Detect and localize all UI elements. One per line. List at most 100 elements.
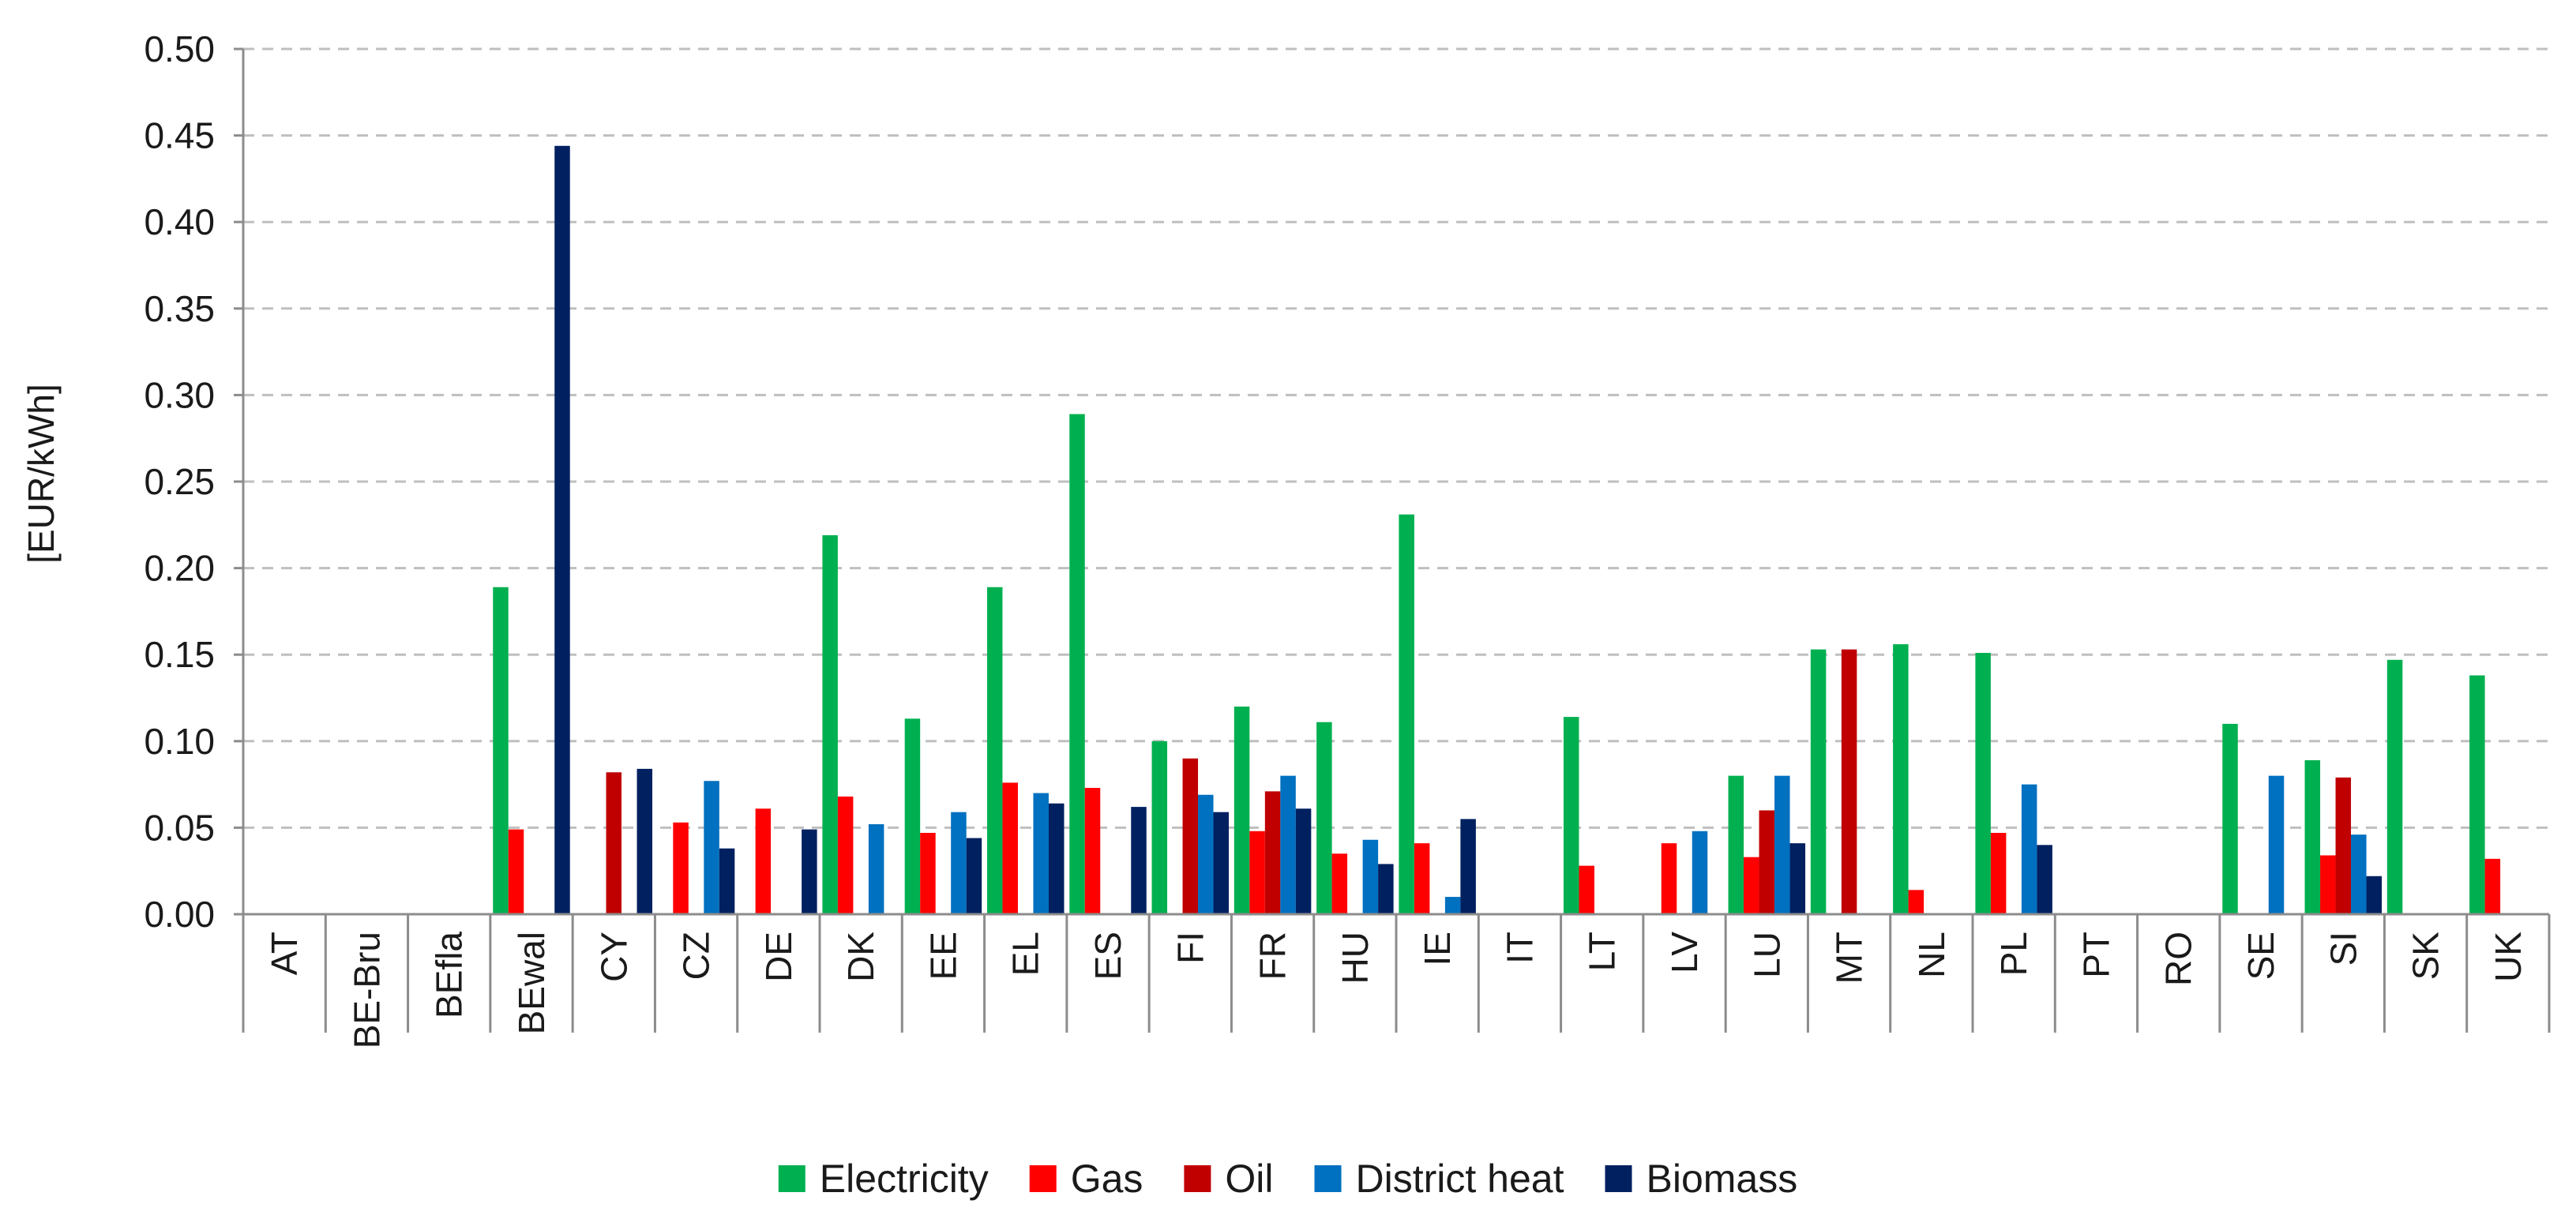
x-tick-label: MT (1829, 932, 1870, 984)
bar-biomass-ie (1460, 819, 1476, 914)
bar-district-heat-se (2268, 775, 2285, 914)
y-tick-label: 0.35 (144, 288, 215, 329)
y-tick-label: 0.05 (144, 807, 215, 848)
bar-oil-si (2335, 777, 2352, 914)
y-tick-label: 0.20 (144, 548, 215, 589)
x-tick-label: CY (593, 932, 634, 982)
bar-gas-hu (1331, 853, 1348, 914)
bar-district-heat-pl (2021, 784, 2037, 914)
bar-district-heat-lu (1774, 775, 1790, 914)
bar-gas-ee (920, 832, 936, 914)
bar-gas-bewal (508, 829, 524, 914)
bar-electricity-si (2304, 759, 2321, 914)
bar-electricity-el (986, 587, 1003, 914)
bar-gas-es (1084, 787, 1101, 914)
bar-oil-fr (1264, 791, 1281, 914)
y-tick-label: 0.25 (144, 461, 215, 502)
bar-biomass-si (2366, 876, 2383, 914)
bar-gas-fr (1249, 831, 1265, 914)
bar-biomass-es (1131, 807, 1147, 914)
x-tick-label: FI (1170, 932, 1211, 964)
bar-district-heat-lv (1692, 831, 1708, 914)
bar-electricity-bewal (493, 587, 509, 914)
x-tick-label: SI (2323, 932, 2364, 966)
bar-district-heat-fr (1280, 775, 1296, 914)
bar-electricity-ie (1399, 514, 1414, 914)
x-tick-label: AT (264, 932, 305, 975)
legend-swatch (1184, 1165, 1211, 1192)
y-tick-label: 0.10 (144, 721, 215, 762)
x-tick-label: IT (1499, 932, 1540, 964)
x-tick-label: DK (840, 932, 881, 982)
bar-gas-nl (1908, 890, 1924, 914)
x-tick-label: EE (922, 932, 963, 980)
bar-electricity-sk (2386, 659, 2403, 914)
bar-district-heat-ie (1444, 897, 1461, 914)
x-tick-label: RO (2158, 932, 2199, 986)
x-tick-label: DE (758, 932, 799, 982)
legend-label: District heat (1356, 1157, 1564, 1201)
bar-electricity-dk (822, 534, 838, 914)
y-tick-label: 0.00 (144, 894, 215, 935)
bar-gas-lv (1661, 843, 1677, 914)
legend: Electricity Gas Oil District heat Biomass (778, 1157, 1797, 1201)
bar-biomass-pl (2037, 845, 2052, 914)
bar-district-heat-el (1033, 793, 1049, 914)
bar-oil-cy (606, 772, 622, 914)
bar-biomass-fr (1295, 808, 1312, 914)
x-tick-label: PL (1993, 932, 2034, 976)
bar-electricity-lt (1563, 717, 1579, 914)
bar-gas-ie (1414, 843, 1430, 914)
x-tick-label: BEwal (511, 932, 552, 1034)
y-tick-label: 0.15 (144, 634, 215, 675)
x-tick-label: HU (1335, 932, 1376, 984)
x-tick-labels: AT BE-Bru BEfla BEwal CY CZ DE DK EE EL ES FI FR HU IE… (264, 932, 2529, 1049)
bar-district-heat-dk (868, 824, 884, 914)
y-tick-label: 0.45 (144, 115, 215, 156)
bar-oil-lu (1759, 810, 1775, 914)
bar-gas-de (755, 808, 772, 914)
x-tick-label: FR (1252, 932, 1294, 980)
legend-label: Electricity (820, 1157, 989, 1201)
legend-swatch (1029, 1165, 1057, 1192)
x-tick-label: BEfla (429, 932, 470, 1018)
bar-biomass-fi (1213, 812, 1230, 914)
x-tick-label: CZ (676, 932, 717, 980)
bar-biomass-lu (1789, 843, 1806, 914)
bar-district-heat-si (2351, 834, 2367, 914)
bar-biomass-bewal (554, 145, 570, 914)
legend-swatch (778, 1165, 805, 1192)
bar-electricity-lu (1728, 775, 1744, 914)
x-tick-label: EL (1005, 932, 1046, 976)
bar-electricity-nl (1893, 644, 1909, 914)
x-tick-label: UK (2488, 932, 2529, 982)
bars (493, 145, 2501, 914)
x-tick-label: PT (2075, 932, 2116, 978)
y-axis-title: [EUR/kWh] (21, 384, 62, 563)
x-tick-label: LU (1746, 932, 1787, 978)
bar-biomass-cz (719, 848, 735, 914)
bar-gas-pl (1990, 832, 2007, 914)
legend-swatch (1605, 1165, 1632, 1192)
bar-electricity-uk (2469, 675, 2485, 914)
bar-gas-dk (837, 796, 854, 914)
bar-gas-si (2320, 855, 2336, 914)
bar-electricity-ee (904, 718, 921, 914)
axes (234, 47, 2551, 1033)
bar-biomass-hu (1378, 864, 1394, 914)
bar-electricity-se (2222, 723, 2238, 914)
bar-electricity-es (1069, 414, 1085, 914)
bar-gas-uk (2484, 858, 2501, 914)
x-tick-label: IE (1417, 932, 1458, 966)
x-tick-label: LV (1664, 932, 1705, 973)
gridlines (243, 47, 2549, 829)
bar-electricity-mt (1810, 649, 1827, 914)
legend-label: Gas (1071, 1157, 1143, 1201)
bar-gas-cz (673, 822, 689, 914)
x-tick-label: SK (2405, 932, 2446, 981)
x-tick-label: ES (1087, 932, 1128, 980)
bar-electricity-fi (1151, 741, 1168, 914)
bar-oil-mt (1841, 649, 1857, 914)
legend-swatch (1314, 1165, 1342, 1192)
